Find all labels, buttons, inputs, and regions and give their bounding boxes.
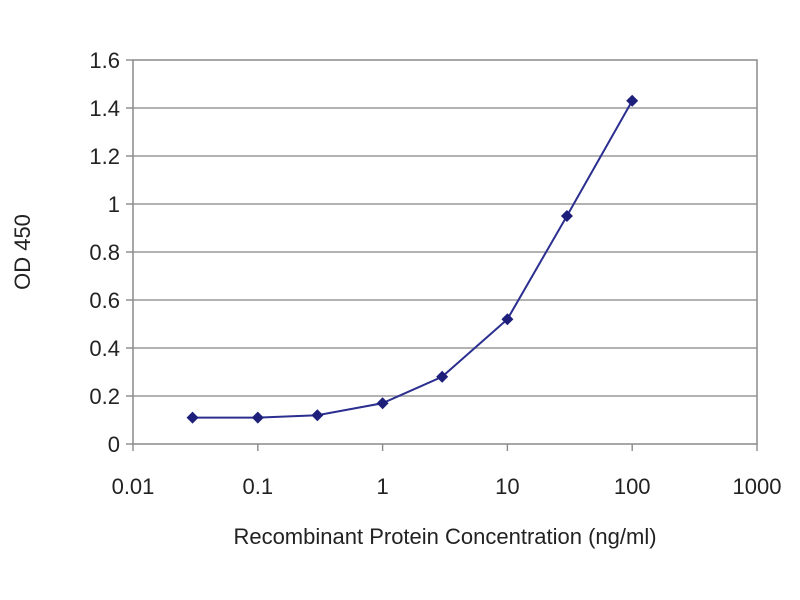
series-group [186,94,639,424]
y-tick-label: 0.4 [89,336,120,361]
x-axis-title: Recombinant Protein Concentration (ng/ml… [233,524,656,549]
data-point [251,411,264,424]
y-tick-label: 0.2 [89,384,120,409]
x-tick-label: 0.1 [243,474,274,499]
y-tick-label: 1.2 [89,144,120,169]
data-point [501,313,514,326]
y-axis: 0 0.2 0.4 0.6 0.8 1 1.2 1.4 1.6 [89,48,133,457]
data-point [186,411,199,424]
y-tick-label: 0 [108,432,120,457]
x-tick-label: 0.01 [112,474,155,499]
data-point [436,370,449,383]
y-tick-label: 1 [108,192,120,217]
data-point [311,409,324,422]
data-point [560,210,573,222]
data-point [626,94,639,107]
x-axis: 0.01 0.1 1 10 100 1000 [112,444,782,499]
x-tick-label: 1000 [733,474,782,499]
y-tick-label: 0.8 [89,240,120,265]
y-tick-label: 0.6 [89,288,120,313]
x-tick-label: 1 [376,474,388,499]
x-tick-label: 10 [495,474,519,499]
y-tick-label: 1.6 [89,48,120,73]
y-tick-label: 1.4 [89,96,120,121]
series-line [192,100,634,419]
data-point [376,397,389,410]
x-tick-label: 100 [614,474,651,499]
y-axis-title: OD 450 [10,214,35,290]
grid-lines [133,107,757,397]
